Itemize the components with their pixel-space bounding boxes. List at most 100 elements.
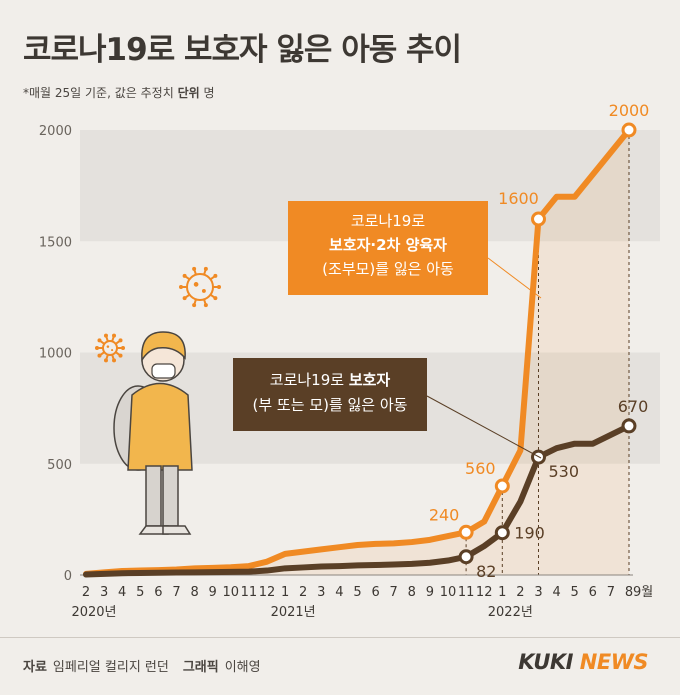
- x-tick-label: 2: [82, 585, 90, 600]
- brown-data-label: 530: [549, 462, 580, 481]
- virus-spike-tip: [121, 346, 125, 350]
- year-label: 2021년: [271, 605, 316, 620]
- x-tick-label: 4: [335, 585, 343, 600]
- virus-spike-tip: [118, 353, 123, 358]
- brown-point: [458, 549, 474, 565]
- orange-point: [531, 211, 546, 227]
- x-tick-label: 6: [589, 585, 597, 600]
- graphic-label: 그래픽: [182, 660, 219, 675]
- brown-point: [494, 525, 510, 541]
- x-tick-label: 5: [136, 585, 144, 600]
- virus-spike-tip: [97, 353, 102, 358]
- x-tick-label: 1: [498, 585, 506, 600]
- x-tick-label: 4: [118, 585, 126, 600]
- virus-spike-tip: [192, 266, 197, 271]
- y-tick-label: 500: [47, 458, 72, 473]
- x-tick-label: 6: [154, 585, 162, 600]
- footer-divider: [0, 637, 680, 638]
- callout-text: (부 또는 모)를 잃은 아동: [253, 396, 408, 414]
- orange-data-label: 2000: [609, 101, 650, 120]
- orange-data-label: 240: [429, 505, 460, 524]
- virus-spike-tip: [203, 266, 208, 271]
- callout-connector: [426, 395, 542, 459]
- y-tick-label: 1500: [39, 235, 72, 250]
- virus-spike-tip: [203, 303, 208, 308]
- x-tick-label: 8: [408, 585, 416, 600]
- brown-data-label: 82: [476, 562, 496, 581]
- year-label: 2022년: [488, 605, 533, 620]
- virus-spike-tip: [213, 296, 218, 301]
- virus-dot: [106, 345, 110, 348]
- x-tick-label: 6: [371, 585, 379, 600]
- x-tick-label: 9: [426, 585, 434, 600]
- unit-value: 명: [203, 86, 215, 100]
- x-tick-label: 11: [241, 585, 258, 600]
- virus-spike-tip: [103, 333, 108, 338]
- x-tick-label: 1: [281, 585, 289, 600]
- virus-icon: [179, 266, 221, 308]
- virus-spike-tip: [192, 303, 197, 308]
- year-label: 2020년: [71, 605, 116, 620]
- child-hair: [141, 331, 186, 363]
- child-leg: [145, 465, 162, 527]
- virus-spike-tip: [179, 285, 183, 289]
- x-tick-label: 3: [100, 585, 108, 600]
- orange-point: [458, 524, 474, 540]
- virus-dot: [111, 349, 114, 352]
- x-tick-label: 2: [516, 585, 524, 600]
- child-shoe: [162, 525, 192, 535]
- child-mask: [151, 363, 176, 379]
- virus-dot: [201, 288, 206, 293]
- orange-point: [494, 478, 510, 494]
- callout-connector: [487, 257, 542, 299]
- callout-text: 보호자·2차 양육자: [329, 236, 447, 254]
- virus-spike-tip: [213, 273, 218, 278]
- orange-point: [621, 122, 637, 138]
- x-tick-label: 10: [440, 585, 457, 600]
- x-tick-label: 8: [190, 585, 198, 600]
- virus-spike-tip: [217, 285, 221, 289]
- x-tick-label: 7: [390, 585, 398, 600]
- graphic-value: 이해영: [224, 660, 261, 675]
- y-tick-label: 1000: [39, 347, 72, 362]
- virus-spike-tip: [95, 346, 99, 350]
- brown-data-label: 190: [514, 524, 545, 543]
- x-tick-label: 10: [223, 585, 240, 600]
- x-tick-label: 7: [607, 585, 615, 600]
- x-tick-label: 12: [476, 585, 493, 600]
- footer-credits: 자료 임페리얼 컬리지 런던 그래픽 이해영: [23, 656, 261, 675]
- virus-spike-tip: [182, 296, 187, 301]
- child-illustration: [113, 331, 193, 535]
- chart-note: *매월 25일 기준, 값은 추정치 단위 명: [23, 84, 215, 101]
- brown-data-label: 670: [618, 397, 649, 416]
- virus-icon: [95, 333, 125, 363]
- x-tick-label: 2: [299, 585, 307, 600]
- x-tick-label: 12: [259, 585, 276, 600]
- orange-data-label: 560: [465, 459, 496, 478]
- x-tick-label: 3: [534, 585, 542, 600]
- x-tick-label: 5: [353, 585, 361, 600]
- virus-body: [102, 340, 118, 356]
- virus-spike-tip: [112, 358, 117, 363]
- callout-box-orange: [288, 201, 488, 295]
- child-body: [127, 382, 193, 471]
- virus-dot: [193, 282, 199, 287]
- y-tick-label: 0: [64, 569, 72, 584]
- y-tick-label: 2000: [39, 124, 72, 139]
- virus-spike-tip: [182, 273, 187, 278]
- virus-spike-tip: [103, 358, 108, 363]
- virus-body: [186, 273, 214, 301]
- callout-box-brown: [233, 358, 427, 431]
- x-tick-label: 11: [458, 585, 475, 600]
- kuki-news-logo: KUKI NEWS: [518, 650, 648, 674]
- x-tick-label: 8: [625, 585, 633, 600]
- callout-text: 코로나19로 보호자: [270, 371, 391, 389]
- chart-title: 코로나19로 보호자 잃은 아동 추이: [23, 32, 462, 68]
- x-tick-label: 4: [552, 585, 560, 600]
- callout-text: (조부모)를 잃은 아동: [322, 260, 454, 278]
- virus-spike-tip: [97, 338, 102, 343]
- child-leg: [162, 465, 179, 527]
- virus-spike-tip: [112, 333, 117, 338]
- orange-area: [86, 130, 629, 575]
